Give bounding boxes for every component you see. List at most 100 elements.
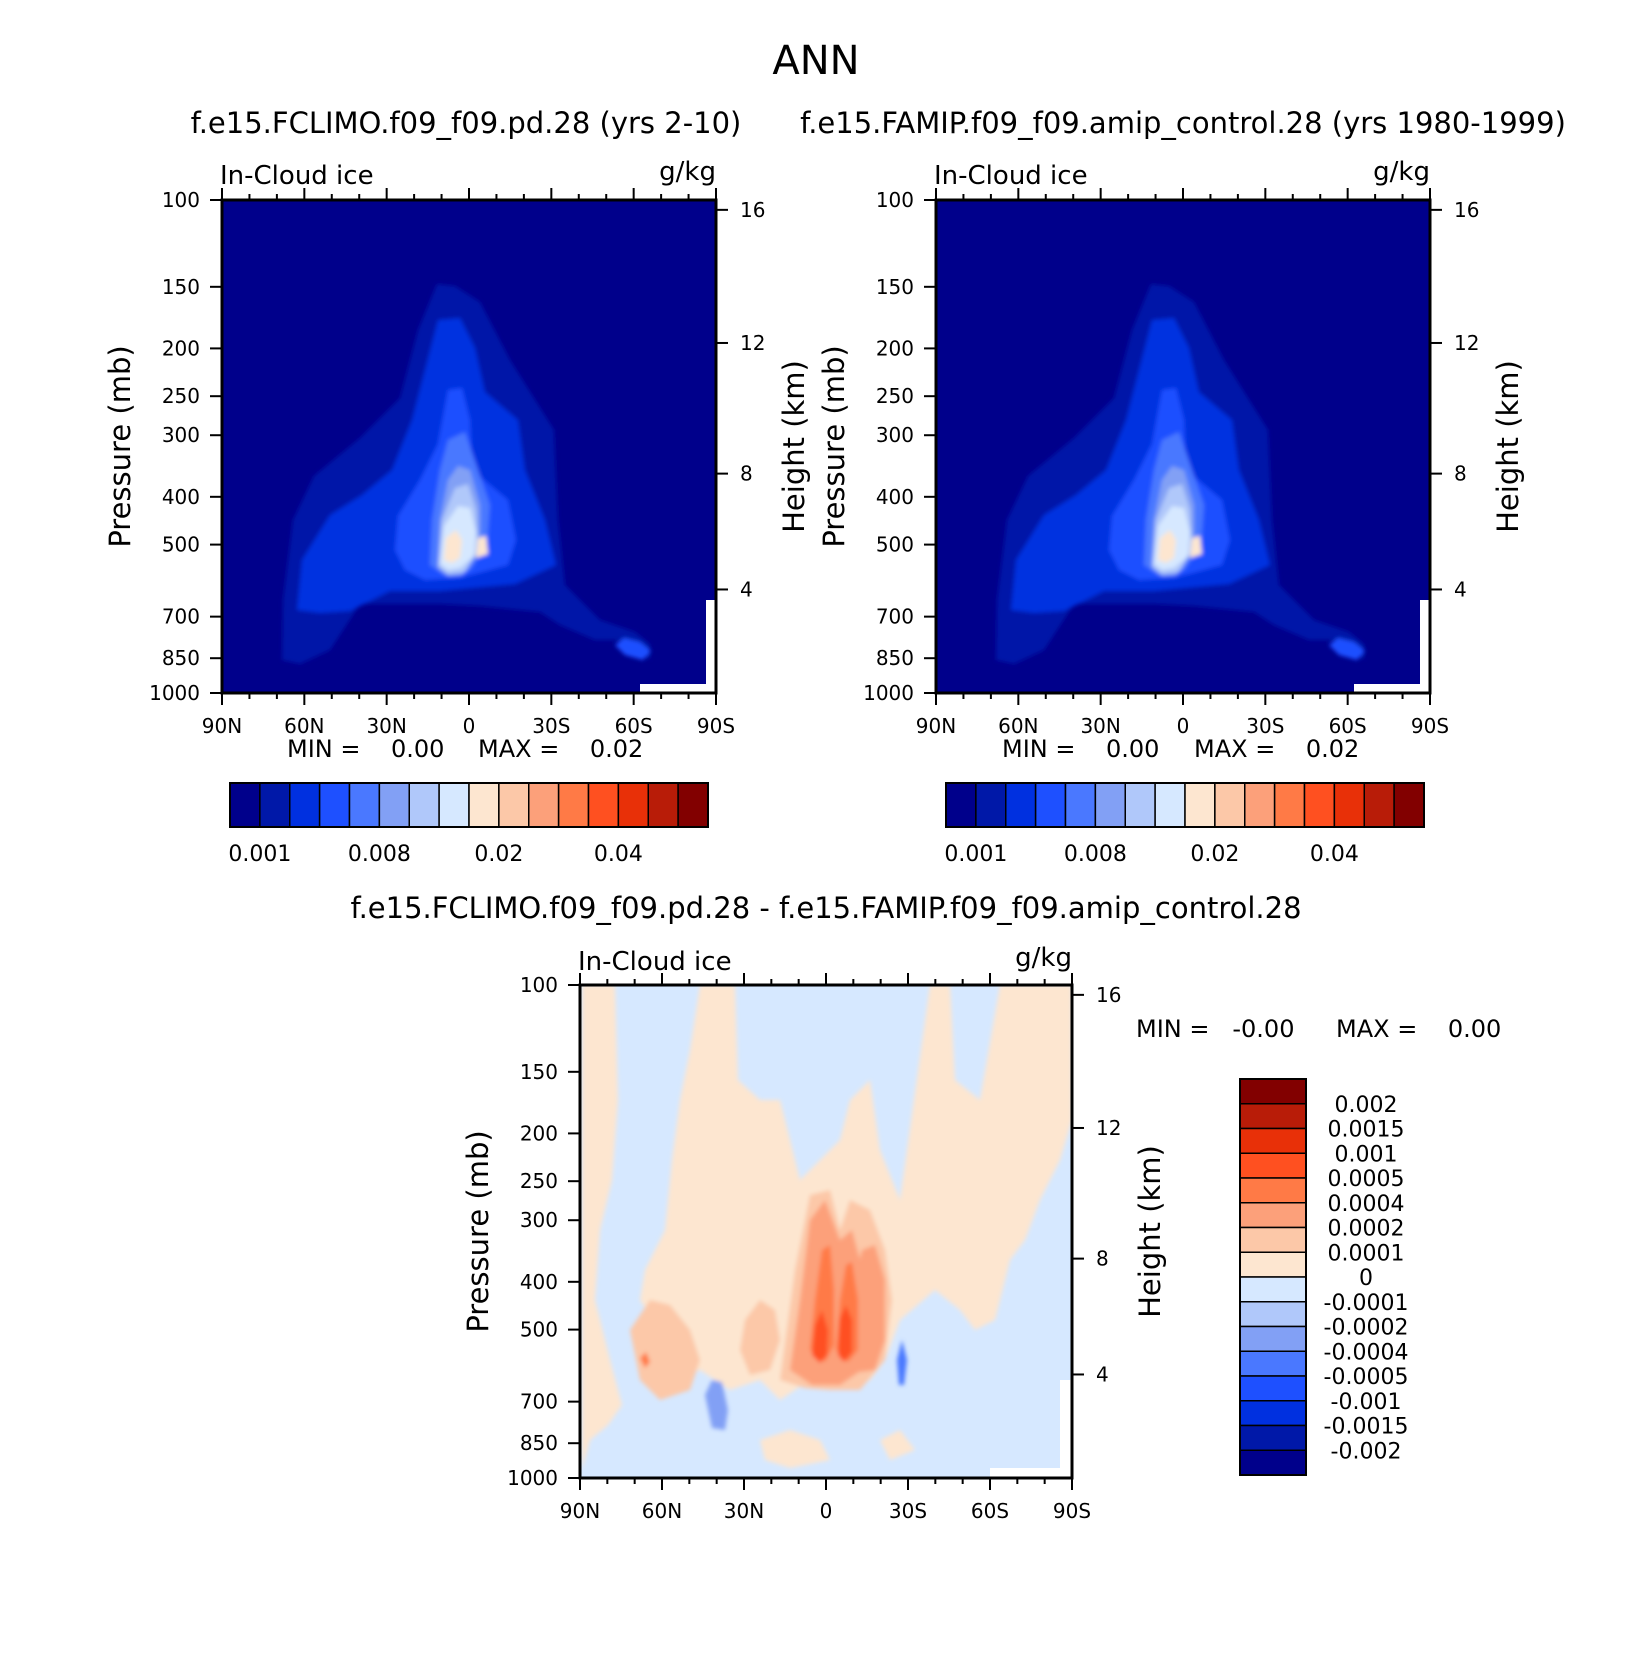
panel3-x-tick-label: 60N [642, 1499, 682, 1523]
panel-amip-colorbar-swatch [1214, 782, 1246, 828]
panel-diff-right-label: g/kg [1015, 943, 1072, 973]
panel-climo-colorbar-label: 0.04 [594, 842, 643, 867]
panel-diff-colorbar-label: -0.0002 [1324, 1316, 1409, 1341]
panel-amip-below-ground [1420, 600, 1430, 693]
panel-climo-left-label: In-Cloud ice [220, 161, 374, 191]
panel3-y-tick-label: 1000 [507, 1466, 558, 1490]
panel-amip-colorbar-label: 0.04 [1310, 842, 1359, 867]
panel-amip-below-ground [1354, 684, 1430, 693]
panel-amip-colorbar-swatch [1363, 782, 1395, 828]
panel2-y-tick-label: 1000 [863, 681, 914, 705]
panel-diff-left-label: In-Cloud ice [578, 947, 732, 977]
panel2-y-tick-label: 400 [876, 485, 914, 509]
panel-amip-title: f.e15.FAMIP.f09_f09.amip_control.28 (yrs… [800, 106, 1566, 140]
panel-diff-colorbar-label: -0.002 [1331, 1439, 1402, 1464]
panel-amip-colorbar-swatch [1154, 782, 1186, 828]
panel2-y-tick-label: 300 [876, 423, 914, 447]
panel2-y2-tick-label: 12 [1454, 331, 1479, 355]
panel-amip-colorbar-swatch [1303, 782, 1336, 828]
panel-diff-below-ground [1060, 1380, 1072, 1478]
panel2-y-tick-label: 250 [876, 384, 914, 408]
panel1-x-tick-label: 0 [463, 714, 476, 738]
panel2-x-tick-label: 30S [1246, 714, 1284, 738]
panel-diff-colorbar-swatch [1239, 1152, 1307, 1179]
panel1-y-tick-label: 150 [162, 275, 200, 299]
panel-climo: f.e15.FCLIMO.f09_f09.pd.28 (yrs 2-10) 10… [103, 106, 811, 867]
panel1-y-axis-label: Pressure (mb) [103, 345, 137, 547]
panel1-y-tick-label: 500 [162, 533, 200, 557]
panel-diff-colorbar-swatch [1239, 1375, 1307, 1402]
panel2-y2-axis-label: Height (km) [1491, 360, 1525, 533]
panel-climo-colorbar-swatch [528, 782, 560, 828]
panel3-y-tick-label: 250 [520, 1169, 558, 1193]
panel-climo-colorbar: 0.001 0.008 0.02 0.04 [228, 782, 709, 867]
panel-climo-colorbar-swatch [647, 782, 679, 828]
panel-climo-title: f.e15.FCLIMO.f09_f09.pd.28 (yrs 2-10) [191, 106, 742, 140]
panel-amip-colorbar-swatch [1034, 782, 1067, 828]
panel-amip-colorbar-swatch [1124, 782, 1156, 828]
panel2-x-tick-label: 60N [998, 714, 1038, 738]
panel-diff-colorbar-swatch [1239, 1251, 1307, 1278]
panel1-x-tick-label: 60N [284, 714, 324, 738]
panel-climo-plot-area [222, 200, 716, 693]
panel2-x-tick-label: 30N [1080, 714, 1120, 738]
panel-diff-colorbar-label: 0 [1359, 1266, 1373, 1291]
panel1-x-tick-label: 30N [366, 714, 406, 738]
panel-climo-right-label: g/kg [659, 157, 716, 187]
panel-climo-colorbar-swatch [378, 782, 410, 828]
panel3-x-tick-label: 30N [724, 1499, 764, 1523]
panel-diff-colorbar-label: -0.0004 [1324, 1340, 1409, 1365]
panel-climo-colorbar-label: 0.008 [348, 842, 411, 867]
panel-diff-plot-area [580, 985, 1072, 1478]
panel-diff-colorbar-swatch [1239, 1400, 1307, 1427]
panel-diff-colorbar-swatch [1239, 1424, 1307, 1451]
panel-diff-colorbar-label: -0.001 [1331, 1390, 1402, 1415]
panel-amip-colorbar-swatch [945, 782, 977, 828]
panel3-y2-tick-label: 8 [1096, 1247, 1109, 1271]
panel-amip-colorbar-swatch [1064, 782, 1097, 828]
panel3-y-tick-label: 300 [520, 1208, 558, 1232]
panel1-y-tick-label: 100 [162, 188, 200, 212]
panel3-x-tick-label: 0 [820, 1499, 833, 1523]
panel-climo-colorbar-swatch [498, 782, 530, 828]
panel2-y2-tick-label: 8 [1454, 462, 1467, 486]
panel2-y-tick-label: 700 [876, 605, 914, 629]
panel2-y-tick-label: 200 [876, 336, 914, 360]
panel-amip-plot-area [936, 200, 1430, 693]
panel1-x-tick-label: 90N [202, 714, 242, 738]
panel-climo-colorbar-swatch [677, 782, 709, 828]
panel3-y-tick-label: 400 [520, 1270, 558, 1294]
panel-climo-colorbar-swatch [557, 782, 590, 828]
panel-diff-below-ground [990, 1468, 1072, 1478]
panel-climo-colorbar-swatch [438, 782, 470, 828]
panel-diff-colorbar-label: 0.0005 [1328, 1167, 1405, 1192]
panel-diff-colorbar-swatch [1239, 1078, 1307, 1105]
panel-diff-colorbar: 0.0020.00150.0010.00050.00040.00020.0001… [1239, 1078, 1409, 1476]
panel1-y-tick-label: 700 [162, 605, 200, 629]
panel-amip-colorbar-swatch [1005, 782, 1037, 828]
panel-diff-colorbar-label: 0.0001 [1328, 1241, 1405, 1266]
panel-climo-below-ground [640, 684, 716, 693]
panel-amip-colorbar-label: 0.001 [944, 842, 1007, 867]
panel-diff-title: f.e15.FCLIMO.f09_f09.pd.28 - f.e15.FAMIP… [350, 891, 1301, 925]
panel1-y-tick-label: 850 [162, 646, 200, 670]
panel-diff-colorbar-swatch [1239, 1103, 1307, 1130]
panel1-y-tick-label: 200 [162, 336, 200, 360]
panel-climo-colorbar-swatch [318, 782, 351, 828]
panel1-y-tick-label: 400 [162, 485, 200, 509]
panel2-y2-tick-label: 16 [1454, 198, 1479, 222]
panel-diff-colorbar-label: 0.0015 [1328, 1118, 1405, 1143]
panel-amip-max-label: MAX = 0.02 [1194, 735, 1359, 763]
panel3-y2-tick-label: 12 [1096, 1116, 1121, 1140]
panel-amip-right-label: g/kg [1373, 157, 1430, 187]
panel-diff-colorbar-swatch [1239, 1325, 1307, 1352]
panel-amip-min-label: MIN = 0.00 [1002, 735, 1159, 763]
panel-diff-colorbar-label: 0.001 [1335, 1142, 1398, 1167]
panel2-x-tick-label: 90N [916, 714, 956, 738]
panel-diff-colorbar-swatch [1239, 1202, 1307, 1229]
panel2-y-tick-label: 150 [876, 275, 914, 299]
panel-diff-contours [582, 985, 1072, 1470]
